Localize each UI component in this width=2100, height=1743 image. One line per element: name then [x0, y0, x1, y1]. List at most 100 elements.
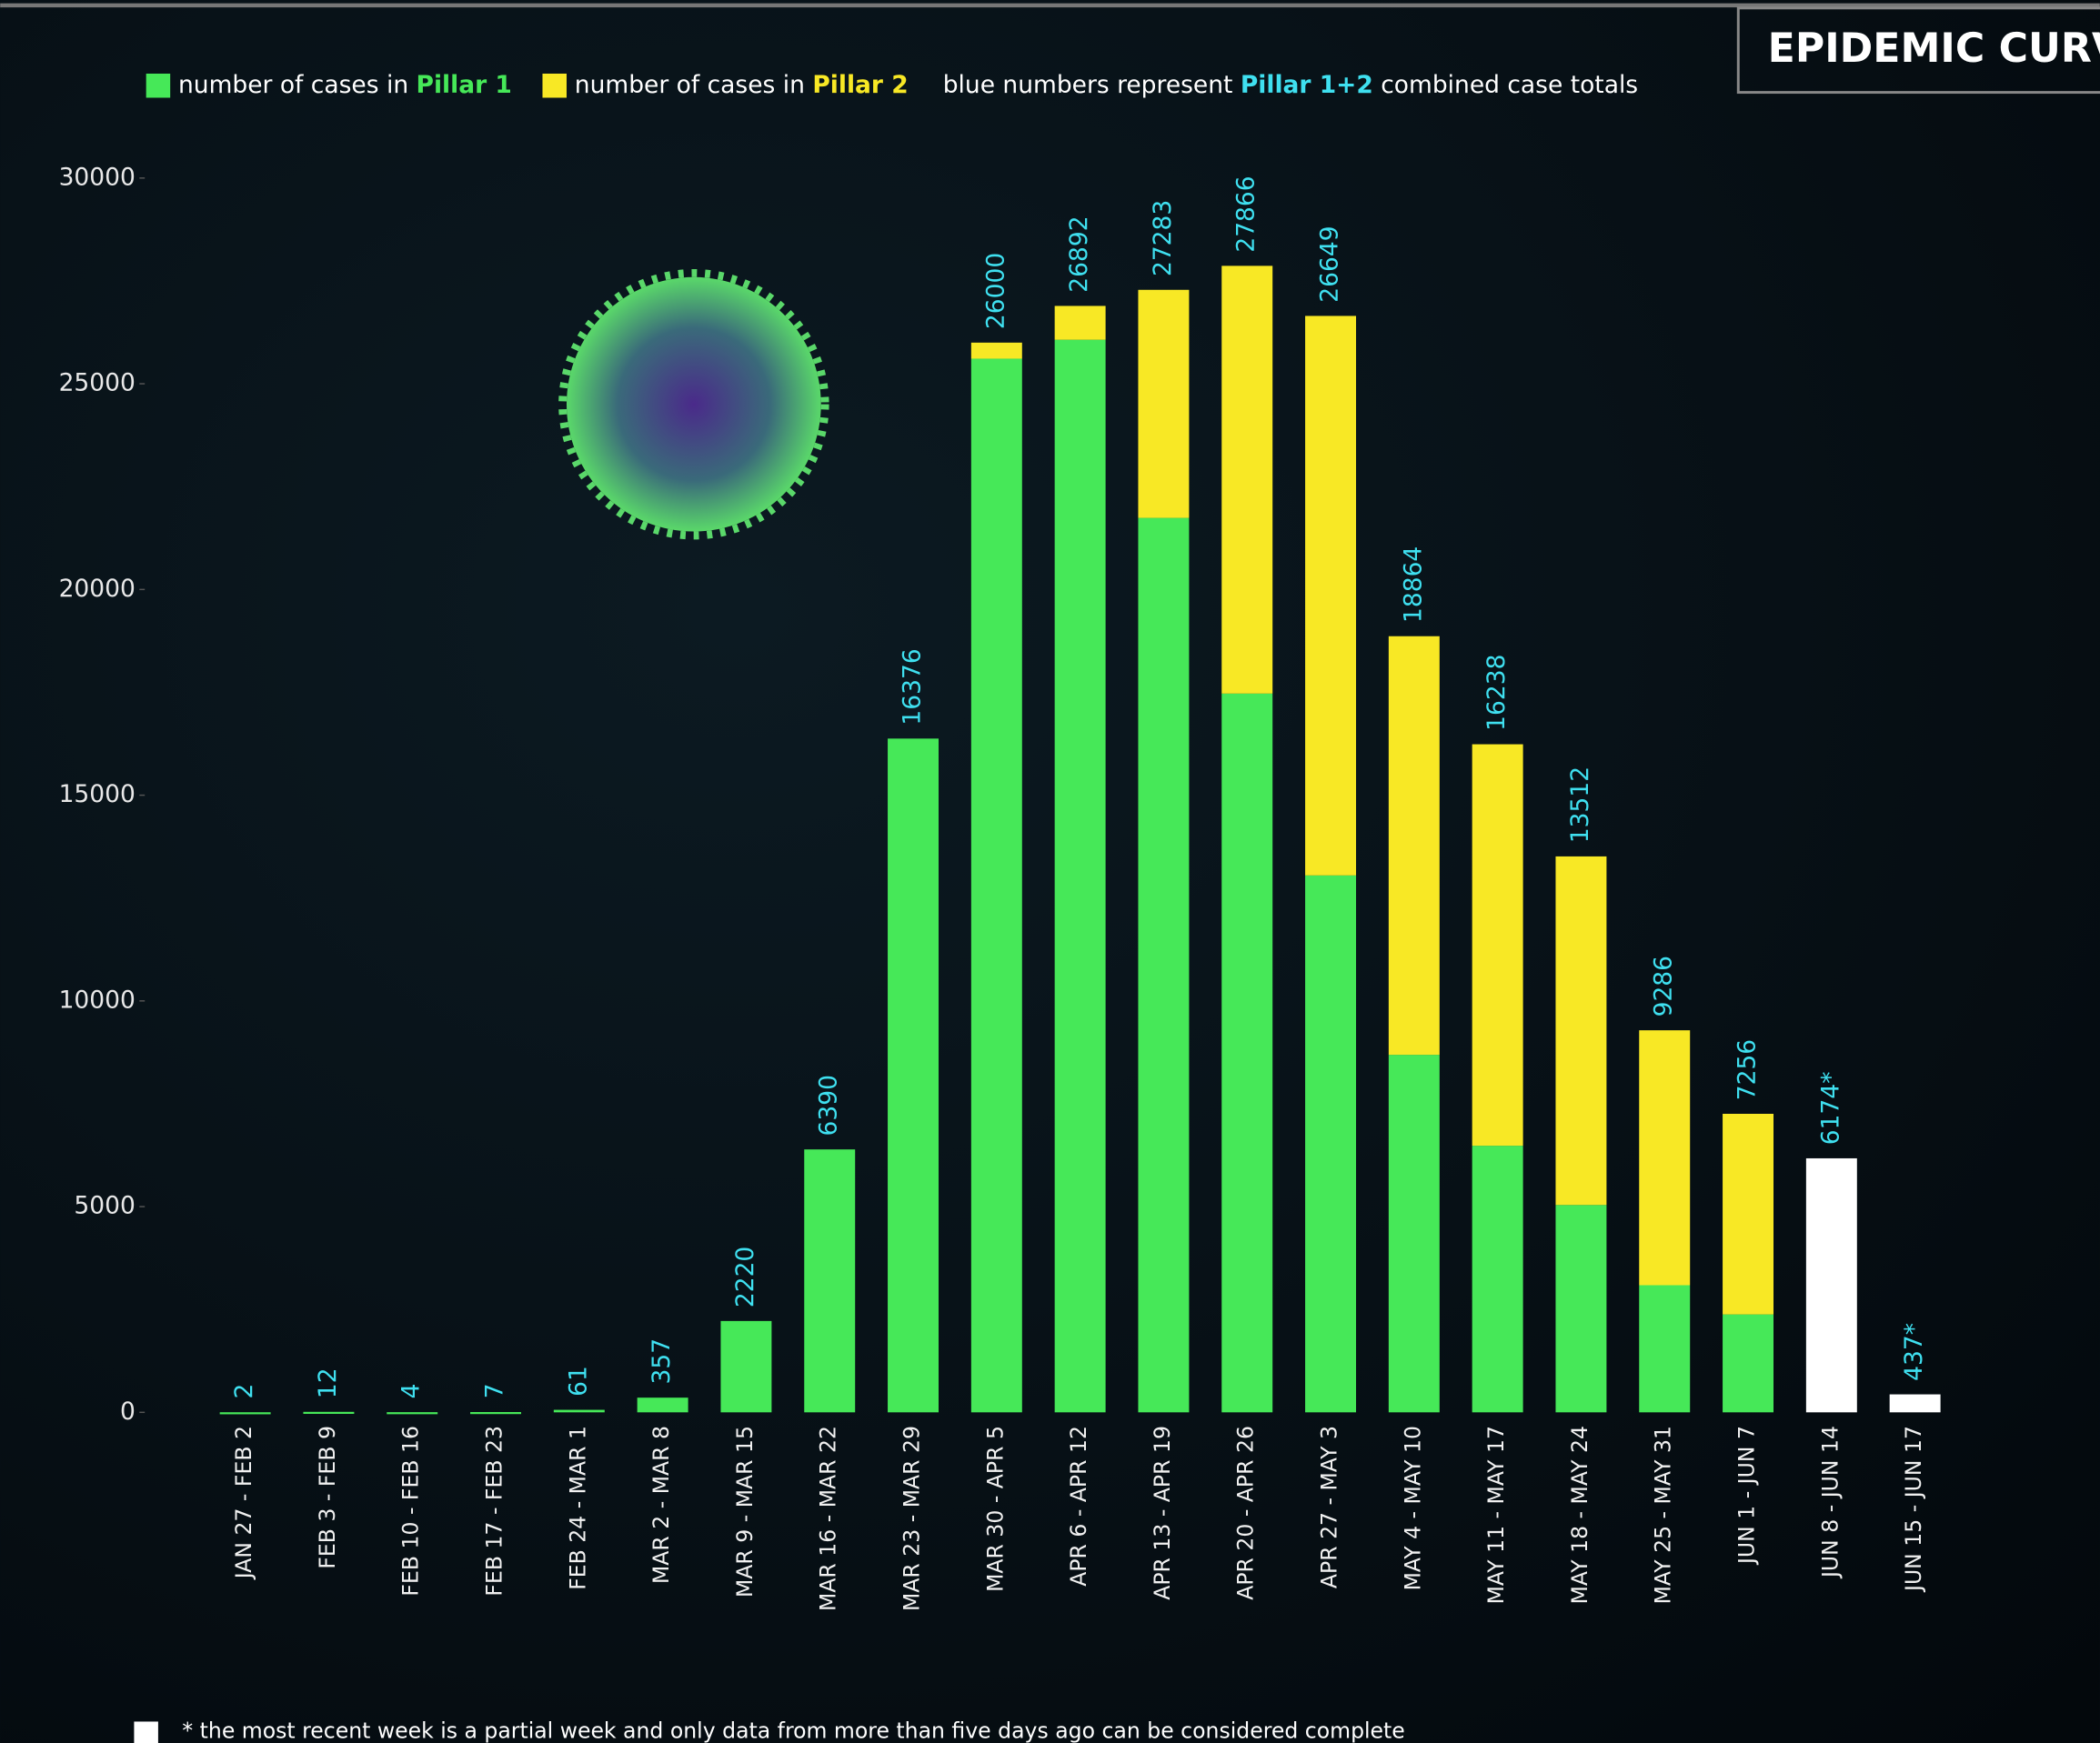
legend-swatch: [146, 73, 171, 98]
x-tick-label: MAR 16 - MAR 22: [816, 1426, 841, 1611]
bar-segment: [888, 738, 939, 1413]
bar-segment: [1388, 1055, 1440, 1413]
x-tick-label: JUN 15 - JUN 17: [1901, 1426, 1926, 1593]
y-tick-label: 25000: [59, 369, 136, 397]
y-tick-label: 20000: [59, 575, 136, 603]
bar-segment: [1472, 744, 1523, 1147]
total-label: 9286: [1650, 956, 1678, 1017]
total-label: 16376: [899, 648, 927, 725]
bar-segment: [1723, 1314, 1774, 1413]
bar-segment: [1388, 636, 1440, 1056]
x-tick-label: MAY 18 - MAY 24: [1567, 1426, 1593, 1604]
total-label: 27283: [1149, 200, 1177, 276]
legend-entry: number of cases in Pillar 1: [178, 71, 512, 99]
y-tick-label: 15000: [59, 780, 136, 808]
bar-segment: [1054, 306, 1106, 340]
bar-segment: [1221, 265, 1273, 694]
x-tick-label: MAR 9 - MAR 15: [732, 1426, 758, 1598]
x-tick-label: MAY 4 - MAY 10: [1400, 1426, 1425, 1590]
total-label: 18864: [1399, 546, 1427, 623]
bar-segment: [1555, 856, 1607, 1206]
bar-segment: [1305, 316, 1357, 876]
x-tick-label: FEB 24 - MAR 1: [565, 1426, 590, 1590]
total-label: 27866: [1232, 175, 1261, 252]
bar-segment: [1305, 875, 1357, 1413]
total-label: 12: [314, 1367, 342, 1398]
x-tick-label: FEB 3 - FEB 9: [315, 1426, 340, 1569]
legend-swatch: [542, 73, 567, 98]
bar-segment: [1639, 1030, 1691, 1286]
note-text: combined case totals: [1381, 71, 1638, 99]
x-tick-label: JUN 1 - JUN 7: [1734, 1426, 1760, 1566]
total-label: 6174*: [1816, 1072, 1844, 1146]
legend-series-name: Pillar 2: [812, 71, 908, 99]
title-box: [1736, 6, 2100, 95]
total-label: 7256: [1733, 1039, 1762, 1100]
bar-segment: [970, 358, 1022, 1413]
x-tick-label: APR 20 - APR 26: [1233, 1426, 1259, 1600]
bar-segment: [1138, 517, 1190, 1413]
bar-segment: [1054, 339, 1106, 1413]
x-tick-label: APR 6 - APR 12: [1066, 1426, 1091, 1587]
legend-entry: number of cases in Pillar 2: [575, 71, 909, 99]
x-tick-label: APR 13 - APR 19: [1150, 1426, 1175, 1600]
bar-segment: [303, 1411, 355, 1414]
legend: number of cases in Pillar 1 number of ca…: [134, 71, 1638, 1743]
bar-segment: [470, 1412, 521, 1415]
y-tick-label: 0: [120, 1397, 136, 1426]
total-label: 26892: [1065, 215, 1093, 292]
bar-segment: [1723, 1113, 1774, 1315]
x-tick-label: FEB 10 - FEB 16: [398, 1426, 424, 1597]
x-tick-label: JAN 27 - FEB 2: [231, 1426, 256, 1580]
bar-segment: [970, 342, 1022, 359]
y-tick-label: 5000: [74, 1192, 135, 1220]
total-label: 26649: [1316, 225, 1344, 302]
x-tick-label: MAR 23 - MAR 29: [899, 1426, 925, 1611]
virus-illustration: [566, 276, 821, 532]
virus-spikes: [558, 268, 829, 540]
bar-segment: [720, 1320, 772, 1413]
total-label: 357: [648, 1338, 676, 1385]
legend-series-name: Pillar 1: [417, 71, 512, 99]
legend-note: blue numbers represent Pillar 1+2 combin…: [943, 71, 1638, 99]
total-label: 4: [397, 1384, 426, 1399]
y-tick-label: 30000: [59, 163, 136, 191]
legend-text: number of cases in: [575, 71, 805, 99]
total-label: 7: [481, 1383, 509, 1398]
bar-segment: [1805, 1157, 1857, 1413]
bar-segment: [387, 1412, 438, 1415]
total-label: 6390: [815, 1075, 843, 1136]
total-label: 26000: [981, 253, 1010, 329]
note-highlight: Pillar 1+2: [1241, 71, 1373, 99]
footnote: * the most recent week is a partial week…: [182, 1718, 1404, 1743]
x-tick-label: JUN 8 - JUN 14: [1817, 1426, 1843, 1579]
note-text: blue numbers represent: [943, 71, 1233, 99]
bar-segment: [553, 1409, 605, 1413]
x-tick-label: MAR 2 - MAR 8: [648, 1426, 674, 1584]
bar-segment: [1639, 1285, 1691, 1413]
x-tick-label: MAR 30 - APR 5: [982, 1426, 1008, 1592]
total-label: 13512: [1566, 766, 1594, 843]
legend-text: number of cases in: [178, 71, 408, 99]
x-tick-label: MAY 11 - MAY 17: [1483, 1426, 1509, 1604]
total-label: 2220: [731, 1247, 759, 1307]
bar-segment: [804, 1149, 856, 1413]
total-label: 2: [230, 1384, 258, 1399]
total-label: 16238: [1482, 655, 1511, 731]
total-label: 61: [564, 1366, 592, 1397]
bar-segment: [219, 1412, 271, 1415]
bar-segment: [1221, 693, 1273, 1413]
total-label: 437*: [1900, 1323, 1928, 1381]
bar-segment: [1889, 1394, 1941, 1413]
chart-title: EPIDEMIC CURVE: [1768, 25, 2100, 72]
y-tick-label: 10000: [59, 986, 136, 1014]
x-tick-label: FEB 17 - FEB 23: [482, 1426, 507, 1597]
bar-segment: [637, 1397, 688, 1413]
x-tick-label: MAY 25 - MAY 31: [1651, 1426, 1676, 1604]
bar-segment: [1472, 1146, 1523, 1413]
bar-segment: [1138, 289, 1190, 518]
x-tick-label: APR 27 - MAY 3: [1317, 1426, 1342, 1588]
